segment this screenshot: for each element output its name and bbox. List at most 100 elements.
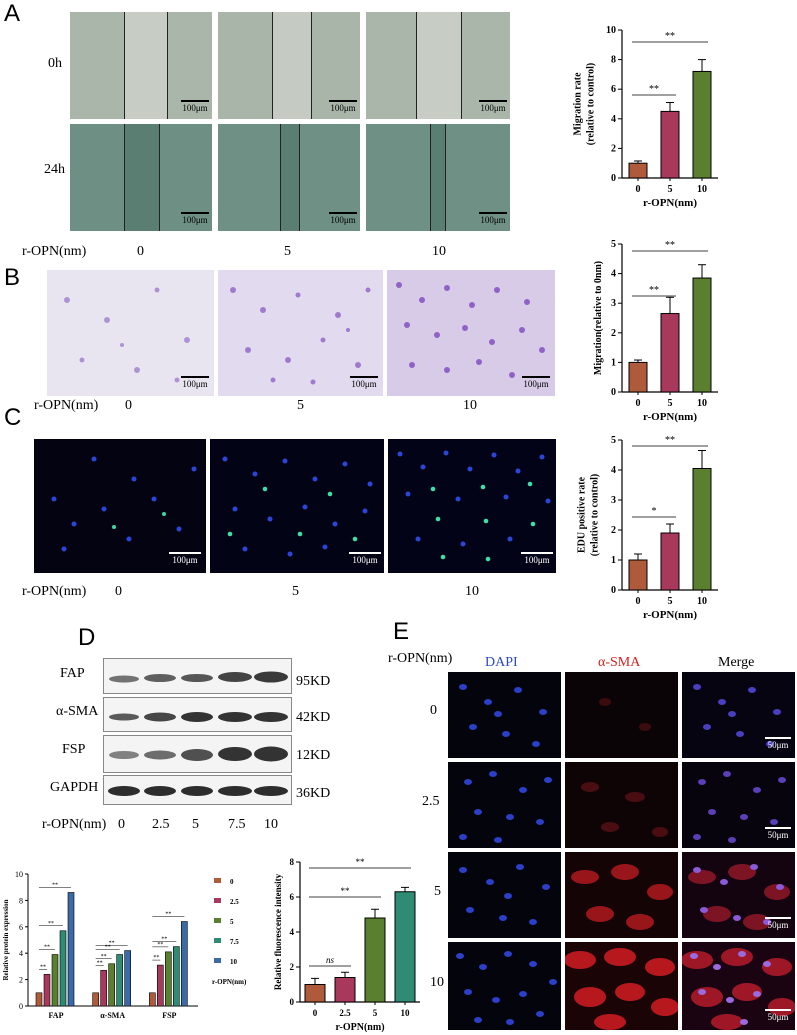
bar (181, 921, 188, 1007)
y-tick-label: 4 (611, 465, 616, 476)
y-tick-label: 2 (611, 143, 616, 154)
y-tick-label: 8 (19, 896, 23, 905)
scale-bar: 100μm (347, 376, 381, 389)
if-asma-2.5 (565, 762, 678, 848)
panel-b-label: B (4, 264, 21, 291)
scale-bar: 100μm (178, 376, 212, 389)
panel-b-dose: 10 (463, 398, 477, 413)
panel-d-dose: 7.5 (228, 817, 246, 832)
bar (692, 70, 712, 179)
legend-label: 5 (230, 918, 234, 926)
y-axis-label-group: Relative protein expression (2, 899, 10, 980)
panel-c-dose: 5 (292, 584, 299, 599)
if-merge-0 (682, 672, 795, 758)
panel-d-dose: 10 (264, 817, 278, 832)
y-axis-label: (relative to control) (590, 474, 601, 556)
scale-bar: 100μm (326, 212, 360, 225)
y-axis-label-group: Migration(relative to 0nm) (593, 261, 604, 375)
panel-a-opn-label: r-OPN(nm) (22, 244, 87, 259)
bar (116, 954, 123, 1007)
panel-a-row-0h: 0h (48, 56, 62, 71)
panel-d-dose: 5 (192, 817, 199, 832)
significance-label: ** (649, 285, 659, 296)
bar (149, 992, 156, 1007)
significance-label: * (652, 506, 657, 517)
significance-label: ** (97, 960, 103, 966)
bar (660, 532, 680, 591)
significance-label: ** (101, 954, 107, 960)
western-blot-asma (103, 697, 292, 732)
y-tick-label: 1 (611, 555, 616, 566)
significance-label: ** (48, 921, 54, 927)
legend-label: 0 (230, 878, 234, 886)
panel-a-label: A (4, 0, 21, 27)
y-tick-label: 0 (290, 997, 295, 1007)
y-axis-label: Relative fluorescence intensity (273, 873, 283, 990)
panel-e-label: E (393, 618, 410, 645)
x-tick-label: FAP (49, 1011, 64, 1020)
legend-swatch (214, 918, 221, 923)
legend-swatch (214, 958, 221, 963)
y-tick-label: 3 (611, 495, 616, 506)
scale-bar: 100μm (476, 100, 510, 113)
scale-bar: 50μm (763, 1009, 793, 1022)
bar (100, 970, 107, 1007)
scale-bar: 100μm (326, 100, 360, 113)
weight-fap: 95KD (296, 674, 331, 689)
scale-bar: 100μm (166, 552, 204, 565)
x-tick-label: 5 (668, 398, 673, 409)
panel-a-row-24h: 24h (44, 162, 65, 177)
bar (334, 977, 356, 1003)
x-axis-label: r-OPN(nm) (643, 411, 697, 423)
panel-d-opn-label: r-OPN(nm) (42, 817, 107, 832)
panel-a-dose: 5 (284, 244, 291, 259)
scale-bar: 100μm (519, 376, 553, 389)
y-axis-label: Migration rate (573, 72, 584, 136)
bar (628, 162, 648, 179)
significance-label: ** (649, 84, 659, 95)
nuclei-pattern (222, 456, 373, 557)
bar (35, 992, 43, 1007)
weight-fsp: 12KD (296, 748, 331, 763)
x-axis-label: r-OPN(nm) (335, 1022, 384, 1032)
if-asma-5 (565, 852, 678, 938)
bar (108, 963, 115, 1007)
scale-bar: 100μm (178, 100, 212, 113)
panel-c-dose: 0 (115, 584, 122, 599)
if-dapi-2.5 (448, 762, 561, 848)
significance-label: ** (161, 937, 167, 943)
transwell-image-5 (218, 270, 383, 396)
x-axis-label: r-OPN(nm) (643, 609, 697, 621)
x-tick-label: 5 (668, 184, 673, 195)
x-axis-label: r-OPN(nm) (643, 197, 697, 209)
x-tick-label: 0 (636, 398, 641, 409)
panel-d-dose: 0 (118, 817, 125, 832)
y-axis-label: EDU positive rate (577, 476, 588, 553)
if-dapi-0 (448, 672, 561, 758)
x-tick-label: 5 (373, 1008, 378, 1018)
y-tick-label: 6 (19, 923, 23, 932)
y-tick-label: 5 (611, 435, 616, 446)
panel-b-dose: 0 (125, 398, 132, 413)
bar (51, 954, 59, 1007)
cells-pattern (230, 287, 371, 385)
significance-label: ** (40, 964, 46, 970)
panel-b-dose: 5 (297, 398, 304, 413)
y-tick-label: 2 (611, 525, 616, 536)
panel-e-row: 10 (430, 975, 444, 990)
scale-bar: 50μm (763, 827, 793, 840)
y-axis-label: Migration(relative to 0nm) (593, 261, 604, 375)
bar (660, 110, 680, 179)
significance-label: ** (341, 886, 351, 896)
if-dapi-5 (448, 852, 561, 938)
bar (157, 964, 164, 1007)
y-tick-label: 1 (611, 357, 616, 368)
y-tick-label: 0 (611, 585, 616, 596)
significance-label: ** (356, 857, 366, 867)
y-tick-label: 0 (611, 173, 616, 184)
y-axis-label-group: Relative fluorescence intensity (273, 873, 283, 990)
legend-label: 2.5 (230, 898, 239, 906)
x-tick-label: 2.5 (339, 1008, 351, 1018)
edu-image-0 (34, 439, 206, 573)
